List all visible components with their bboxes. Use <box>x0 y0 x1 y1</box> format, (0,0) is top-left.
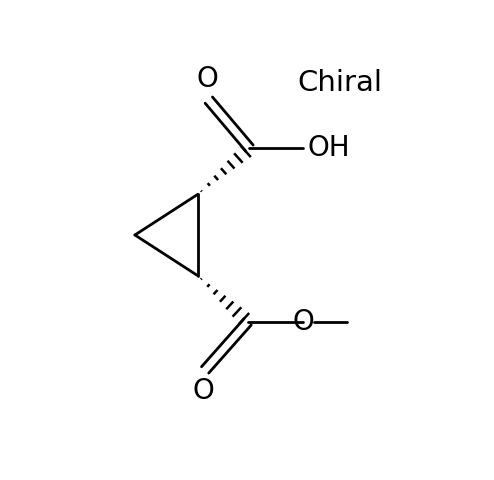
Text: Chiral: Chiral <box>297 70 382 97</box>
Text: OH: OH <box>307 134 350 162</box>
Text: O: O <box>192 377 214 405</box>
Text: O: O <box>292 308 314 336</box>
Text: O: O <box>196 65 218 94</box>
